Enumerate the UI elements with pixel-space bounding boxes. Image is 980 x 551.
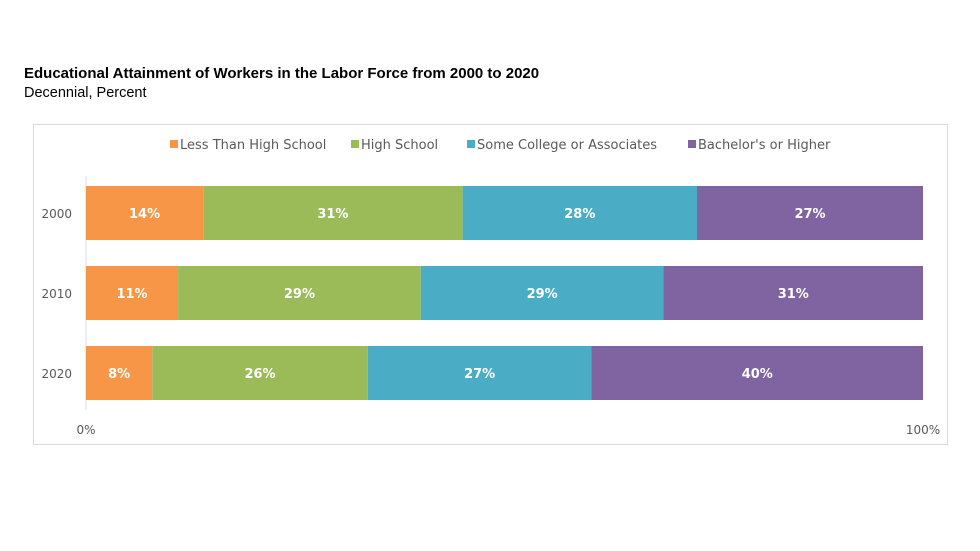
data-label: 29% xyxy=(284,287,315,302)
legend-label: Some College or Associates xyxy=(477,138,657,153)
legend-label: Less Than High School xyxy=(180,138,326,153)
x-tick-label: 0% xyxy=(76,423,95,437)
legend-swatch xyxy=(688,140,696,148)
data-label: 14% xyxy=(129,207,160,222)
chart-frame xyxy=(33,124,948,445)
legend-label: High School xyxy=(361,138,438,153)
bar-segment xyxy=(86,346,153,400)
data-label: 31% xyxy=(317,207,348,222)
data-label: 29% xyxy=(527,287,558,302)
bar-segment xyxy=(697,186,923,240)
bar-segment xyxy=(86,186,204,240)
legend-swatch xyxy=(351,140,359,148)
data-label: 40% xyxy=(742,367,773,382)
x-tick-label: 100% xyxy=(906,423,940,437)
bar-segment xyxy=(367,346,592,400)
bar-segment xyxy=(152,346,368,400)
bar-segment xyxy=(591,346,923,400)
data-label: 31% xyxy=(778,287,809,302)
bar-segment xyxy=(178,266,421,320)
bar-segment xyxy=(462,186,698,240)
chart-title: Educational Attainment of Workers in the… xyxy=(24,65,540,82)
category-label: 2020 xyxy=(41,367,72,381)
bar-segment xyxy=(86,266,179,320)
chart-subtitle: Decennial, Percent xyxy=(24,85,147,101)
data-label: 8% xyxy=(108,367,130,382)
bar-segment xyxy=(420,266,664,320)
category-label: 2010 xyxy=(41,287,72,301)
data-label: 27% xyxy=(794,207,825,222)
data-label: 26% xyxy=(244,367,275,382)
data-label: 28% xyxy=(564,207,595,222)
legend-swatch xyxy=(467,140,475,148)
legend-swatch xyxy=(170,140,178,148)
data-label: 11% xyxy=(116,287,147,302)
category-label: 2000 xyxy=(41,207,72,221)
data-label: 27% xyxy=(464,367,495,382)
bar-segment xyxy=(203,186,463,240)
legend-label: Bachelor's or Higher xyxy=(698,138,831,153)
bar-segment xyxy=(663,266,923,320)
